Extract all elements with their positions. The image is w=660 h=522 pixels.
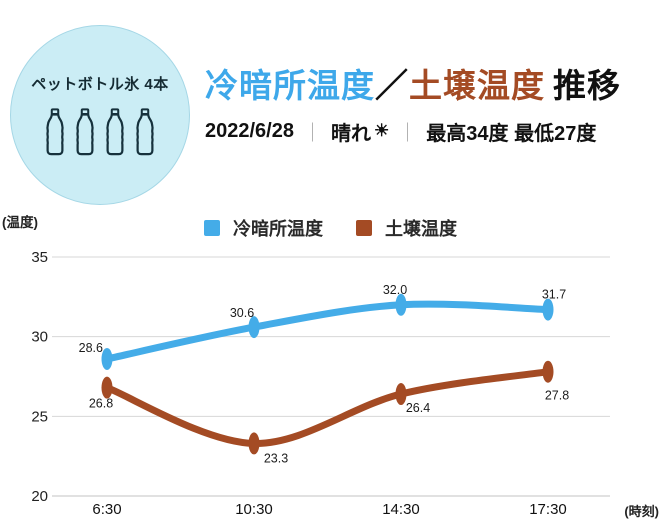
title-soil-part: 土壌温度 <box>409 67 545 104</box>
x-tick-label: 14:30 <box>382 501 420 518</box>
y-tick-label: 35 <box>31 249 48 266</box>
data-point-label: 31.7 <box>542 288 566 302</box>
data-point-marker <box>248 432 260 455</box>
separator-bar: ｜ <box>307 122 318 144</box>
sun-icon: ☀ <box>374 121 390 141</box>
data-point-marker <box>395 383 407 406</box>
series-line <box>103 368 552 447</box>
data-point-marker <box>542 360 554 383</box>
ice-bottle-badge: ペットボトル氷 4本 <box>10 25 190 205</box>
pet-bottle-icon <box>46 108 64 156</box>
title-slash: ／ <box>375 67 409 104</box>
data-point-label: 26.4 <box>406 401 430 415</box>
chart-legend: 冷暗所温度 土壌温度 <box>204 215 457 241</box>
data-point-label: 30.6 <box>230 306 254 320</box>
badge-label: ペットボトル氷 4本 <box>31 76 169 93</box>
header-block: 冷暗所温度／土壌温度 推移 2022/6/28 ｜ 晴れ ☀ ｜ 最高34度 最低… <box>205 66 621 146</box>
x-tick-label: 17:30 <box>529 501 567 518</box>
data-point-marker <box>101 347 113 370</box>
title-suffix: 推移 <box>553 67 621 104</box>
y-tick-label: 25 <box>31 408 48 425</box>
data-point-marker <box>395 293 407 316</box>
legend-item-cool-place: 冷暗所温度 <box>204 215 323 241</box>
subtitle: 2022/6/28 ｜ 晴れ ☀ ｜ 最高34度 最低27度 <box>205 117 621 146</box>
x-axis-unit-label: (時刻) <box>624 504 659 519</box>
y-axis-unit-label: (温度) <box>2 215 38 230</box>
legend-item-soil: 土壌温度 <box>356 215 457 241</box>
pet-bottle-icon <box>106 108 124 156</box>
data-point-label: 28.6 <box>79 341 103 355</box>
title-cool-part: 冷暗所温度 <box>205 67 375 104</box>
y-tick-label: 20 <box>31 488 48 505</box>
series-line <box>103 300 552 363</box>
x-tick-label: 6:30 <box>92 501 121 518</box>
data-point-label: 23.3 <box>264 451 288 465</box>
data-point-label: 26.8 <box>89 397 113 411</box>
y-tick-label: 30 <box>31 329 48 346</box>
pet-bottle-icon <box>136 108 154 156</box>
page-title: 冷暗所温度／土壌温度 推移 <box>205 66 621 106</box>
date-text: 2022/6/28 <box>205 119 294 142</box>
data-point-marker <box>101 376 113 399</box>
x-tick-label: 10:30 <box>235 501 273 518</box>
legend-swatch-cool-place <box>204 220 220 236</box>
separator-bar: ｜ <box>402 122 413 144</box>
data-point-marker <box>542 298 554 321</box>
data-point-label: 27.8 <box>545 389 569 403</box>
data-point-label: 32.0 <box>383 283 407 297</box>
weather-text: 晴れ <box>331 122 371 145</box>
legend-label-cool-place: 冷暗所温度 <box>233 219 323 239</box>
legend-swatch-soil <box>356 220 372 236</box>
legend-label-soil: 土壌温度 <box>385 219 457 239</box>
bottle-icon-row <box>43 103 157 161</box>
temp-range-text: 最高34度 最低27度 <box>426 122 597 145</box>
pet-bottle-icon <box>76 108 94 156</box>
data-point-marker <box>248 316 260 339</box>
